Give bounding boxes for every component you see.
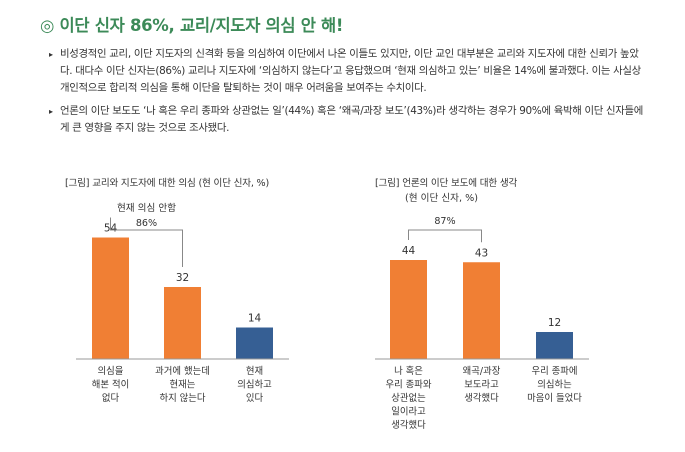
category-label: 우리 종파와 <box>385 379 431 391</box>
category-label: 현재는 <box>170 380 196 391</box>
category-label: 과거에 했는데 <box>155 365 210 377</box>
category-label: 나 혹은 <box>394 365 423 377</box>
bar <box>463 262 500 359</box>
category-label: 없다 <box>102 393 120 404</box>
chart-subtitle: (현 이단 신자, %) <box>405 193 478 204</box>
bar <box>390 260 427 359</box>
bracket-percent-label: 87% <box>434 216 455 227</box>
category-label: 보도라고 <box>464 380 499 391</box>
bullet-item: ▸ 비성경적인 교리, 이단 지도자의 신격화 등을 의심하여 이단에서 나온 … <box>49 46 650 97</box>
bullet-marker-icon: ▸ <box>49 107 53 116</box>
category-label: 우리 종파에 <box>531 366 577 377</box>
category-label: 마음이 들었다 <box>527 392 582 404</box>
chart-doubt-doctrine-leader: [그림] 교리와 지도자에 대한 의심 (현 이단 신자, %) 54 의심을 해본… <box>65 175 305 445</box>
category-label: 현재 <box>246 366 263 377</box>
data-label: 12 <box>548 317 561 329</box>
chart-title: [그림] 교리와 지도자에 대한 의심 (현 이단 신자, %) <box>65 178 270 189</box>
bullet-list: ▸ 비성경적인 교리, 이단 지도자의 신격화 등을 의심하여 이단에서 나온 … <box>49 46 650 143</box>
category-label: 일이라고 <box>391 407 426 418</box>
chart-title: [그림] 언론의 이단 보도에 대한 생각 <box>375 178 518 189</box>
category-label: 해본 적이 <box>92 379 129 391</box>
bullet-text: 비성경적인 교리, 이단 지도자의 신격화 등을 의심하여 이단에서 나온 이들… <box>60 48 641 94</box>
page-heading: ◎ 이단 신자 86%, 교리/지도자 의심 안 해! <box>40 16 344 35</box>
bullet-marker-icon: ▸ <box>49 50 53 59</box>
bullet-item: ▸ 언론의 이단 보도도 ‘나 혹은 우리 종파와 상관없는 일’(44%) 혹… <box>49 103 650 137</box>
data-label: 32 <box>176 272 189 284</box>
category-label: 상관없는 <box>391 393 426 404</box>
bar <box>236 327 273 359</box>
bar <box>92 237 129 359</box>
category-label: 의심하고 <box>237 380 272 391</box>
bracket-line <box>408 229 482 243</box>
bracket-line <box>110 217 183 267</box>
data-label: 43 <box>475 247 488 259</box>
category-label: 생각했다 <box>391 419 426 431</box>
category-label: 하지 않는다 <box>159 393 205 404</box>
category-label: 있다 <box>246 392 264 404</box>
category-label: 생각했다 <box>464 392 499 404</box>
bar <box>164 287 201 359</box>
category-label: 왜곡/과장 <box>463 366 501 377</box>
bar <box>536 332 573 359</box>
data-label: 14 <box>248 313 262 325</box>
chart-media-coverage: [그림] 언론의 이단 보도에 대한 생각 (현 이단 신자, %) 44 나 혹… <box>375 175 620 450</box>
data-label: 44 <box>402 245 416 257</box>
category-label: 의심하는 <box>537 380 572 391</box>
bracket-label-top: 현재 의심 안함 <box>117 203 176 214</box>
bullet-text: 언론의 이단 보도도 ‘나 혹은 우리 종파와 상관없는 일’(44%) 혹은 … <box>60 105 644 134</box>
category-label: 의심을 <box>98 366 124 377</box>
bracket-percent-label: 86% <box>136 218 157 229</box>
